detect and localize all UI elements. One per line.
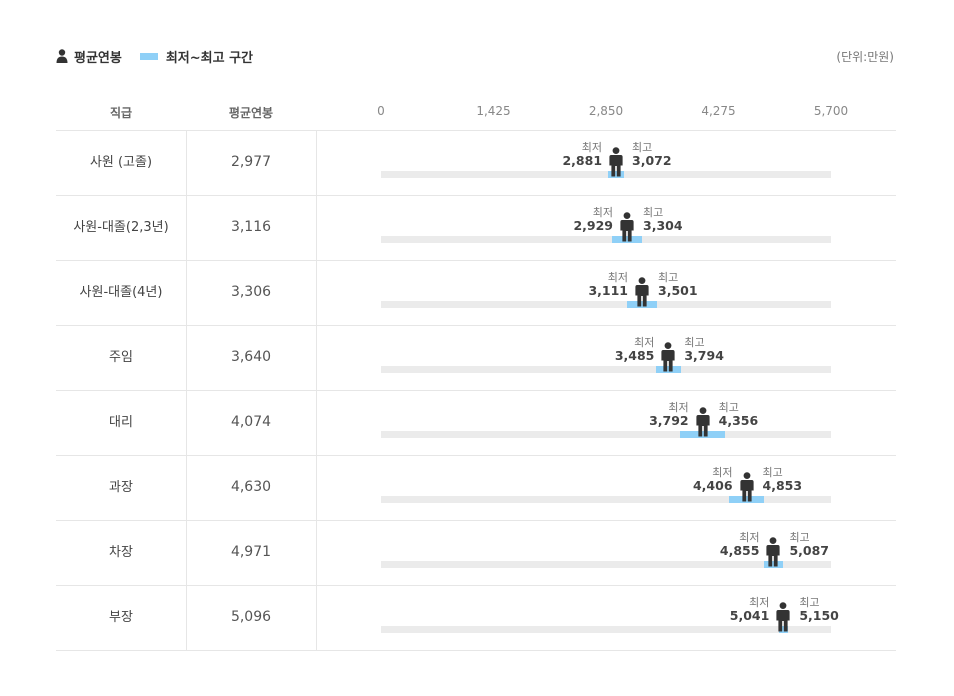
person-icon [56,49,68,63]
range-bar [656,366,681,373]
person-icon [660,342,676,372]
range-bar [608,171,624,178]
max-label: 최고 [799,596,820,609]
min-label: 최저 [634,336,655,349]
min-value: 2,881 [562,153,603,168]
table-row: 주임 3,640 [56,325,896,391]
avg-salary: 3,116 [186,195,317,260]
range-track [381,301,831,308]
range-bar [612,236,642,243]
avg-salary: 4,971 [186,520,317,585]
range-track [381,561,831,568]
range-track [381,496,831,503]
min-label: 최저 [607,271,628,284]
max-value: 3,794 [684,348,724,363]
range-bar [778,626,788,633]
avg-salary: 3,306 [186,260,317,325]
avg-salary: 4,630 [186,455,317,520]
min-value: 5,041 [729,608,770,623]
range-track [381,626,831,633]
x-tick-label: 5,700 [813,104,849,118]
min-label: 최저 [668,401,689,414]
max-value: 4,853 [762,478,803,493]
max-label: 최고 [718,401,739,414]
avg-salary: 4,074 [186,390,317,455]
range-bar [728,496,765,503]
min-label: 최저 [749,596,770,609]
min-label: 최저 [739,531,760,544]
header-avg: 평균연봉 [228,106,274,120]
legend: 평균연봉 최저~최고 구간 [56,46,253,66]
max-label: 최고 [789,531,810,544]
rank-label: 사원 (고졸) [56,130,187,195]
table-header: 직급 평균연봉 [56,96,896,131]
person-icon [765,537,781,567]
range-bar [764,561,783,568]
avg-salary: 3,640 [186,325,317,390]
x-tick-label: 4,275 [701,104,736,118]
max-value: 5,150 [799,608,839,623]
max-label: 최고 [643,206,664,219]
person-icon [608,147,624,177]
table-row: 대리 4,074 [56,390,896,456]
table-row: 사원 (고졸) 2,977 [56,130,896,196]
table-row: 사원-대졸(2,3년) 3,116 [56,195,896,261]
rank-label: 주임 [56,325,187,390]
range-bar [680,431,725,438]
rank-label: 대리 [56,390,187,455]
x-tick-label: 2,850 [588,104,624,118]
rank-label: 사원-대졸(2,3년) [56,195,187,260]
range-bar [626,301,658,308]
max-value: 3,072 [632,153,672,168]
legend-range-swatch [139,52,158,60]
avg-salary: 5,096 [186,585,317,650]
max-label: 최고 [658,271,679,284]
person-icon [619,212,635,242]
rank-label: 사원-대졸(4년) [56,260,187,325]
min-value: 2,929 [573,218,613,233]
header-rank: 직급 [109,106,133,120]
min-label: 최저 [712,466,733,479]
max-value: 3,501 [658,283,698,298]
max-value: 3,304 [643,218,683,233]
table-row: 사원-대졸(4년) 3,306 [56,260,896,326]
min-value: 3,111 [588,283,628,298]
range-track [381,171,831,178]
max-label: 최고 [632,141,653,154]
rank-label: 차장 [56,520,187,585]
avg-salary: 2,977 [186,130,317,195]
max-label: 최고 [762,466,783,479]
table-row: 과장 4,630 [56,455,896,521]
person-icon [739,472,755,502]
min-value: 4,406 [692,478,733,493]
legend-range-label: 최저~최고 구간 [165,50,254,66]
max-value: 5,087 [789,543,829,558]
range-track [381,431,831,438]
min-label: 최저 [581,141,603,154]
rank-label: 과장 [56,455,187,520]
person-icon [695,407,711,437]
x-tick-label: 1,425 [476,104,511,118]
rank-label: 부장 [56,585,187,650]
range-track [381,366,831,373]
min-value: 4,855 [719,543,760,558]
table-row: 부장 5,096 [56,585,896,651]
max-value: 4,356 [718,413,759,428]
person-icon [634,277,650,307]
unit-label: (단위:만원) [836,50,894,64]
min-label: 최저 [592,206,613,219]
person-icon [775,602,791,632]
min-value: 3,485 [614,348,655,363]
legend-avg-label: 평균연봉 [74,50,122,66]
min-value: 3,792 [649,413,689,428]
table-row: 차장 4,971 [56,520,896,586]
max-label: 최고 [684,336,705,349]
x-tick-label: 0 [377,104,385,118]
range-track [381,236,831,243]
